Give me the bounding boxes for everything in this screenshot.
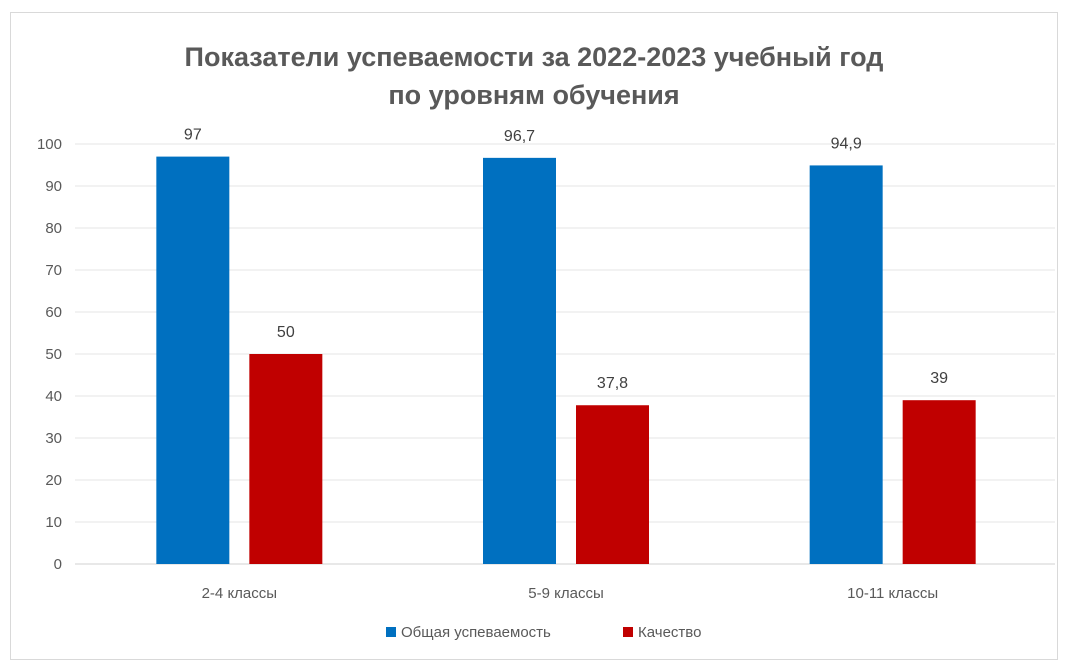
legend-swatch [623,627,633,637]
legend-swatch [386,627,396,637]
y-tick-label: 100 [37,136,62,153]
data-label: 50 [277,324,295,341]
data-label: 37,8 [597,375,628,392]
legend-label: Качество [638,624,701,641]
data-label: 94,9 [831,135,862,152]
bar-overall-2 [483,157,556,565]
y-tick-label: 10 [45,514,62,531]
y-tick-label: 20 [45,472,62,489]
y-tick-label: 80 [45,220,62,237]
category-label: 5-9 классы [528,585,603,602]
data-label: 39 [930,370,948,387]
legend-label: Общая успеваемость [401,624,551,641]
data-label: 96,7 [504,128,535,145]
bar-overall-3 [809,165,883,565]
bar-overall-1 [156,156,230,564]
bar-quality-3 [902,400,976,564]
data-label: 97 [184,127,202,144]
y-tick-label: 40 [45,388,62,405]
y-tick-label: 70 [45,262,62,279]
category-label: 10-11 классы [847,585,938,602]
y-tick-label: 0 [54,556,62,573]
y-tick-label: 30 [45,430,62,447]
chart-title-line-1: Показатели успеваемости за 2022-2023 уче… [185,42,884,72]
bar-quality-2 [576,405,649,564]
y-tick-label: 60 [45,304,62,321]
bar-quality-1 [249,354,323,564]
chart-title-line-2: по уровням обучения [388,80,679,110]
y-tick-label: 90 [45,178,62,195]
y-tick-label: 50 [45,346,62,363]
category-label: 2-4 классы [202,585,277,602]
